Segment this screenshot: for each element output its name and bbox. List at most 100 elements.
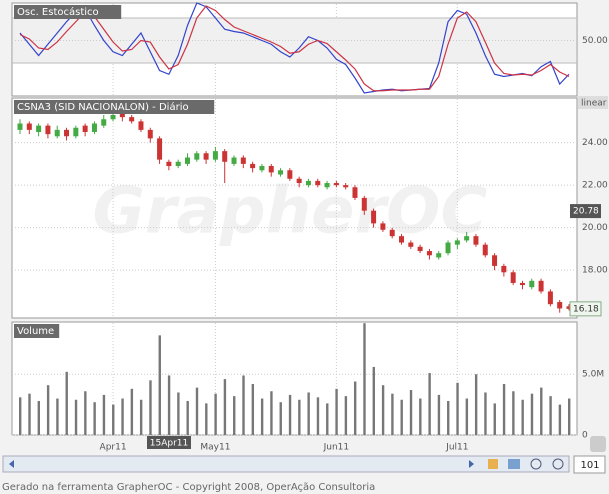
volume-bar bbox=[400, 399, 403, 435]
candle-body bbox=[278, 170, 284, 175]
candle-body bbox=[91, 123, 97, 133]
candle-body bbox=[54, 129, 60, 137]
candle-body bbox=[138, 121, 144, 130]
settings-icon[interactable] bbox=[590, 436, 606, 452]
volume-bar bbox=[195, 387, 199, 435]
panel-title-bg bbox=[14, 100, 215, 114]
volume-bar bbox=[130, 388, 134, 435]
candle-body bbox=[64, 129, 70, 137]
candle-body bbox=[482, 244, 488, 256]
x-tick-label: Apr11 bbox=[100, 443, 127, 453]
zoom-in[interactable] bbox=[552, 458, 564, 470]
candle-body bbox=[194, 153, 200, 160]
volume-bar bbox=[158, 335, 161, 435]
volume-bar bbox=[549, 396, 552, 435]
candle-body bbox=[408, 242, 414, 247]
y-tick-label: 5.0M bbox=[582, 370, 604, 380]
volume-bar bbox=[521, 399, 524, 435]
candle-body bbox=[222, 151, 228, 162]
candle-body bbox=[17, 123, 23, 130]
cursor-date-bg bbox=[147, 436, 191, 449]
volume-bar bbox=[447, 400, 450, 435]
volume-bar bbox=[456, 382, 459, 435]
volume-bar bbox=[363, 323, 366, 435]
scrollbar[interactable] bbox=[2, 455, 570, 473]
x-tick-label: Jul11 bbox=[445, 443, 468, 453]
cursor-date: 15Apr11 bbox=[150, 439, 188, 449]
scale-label: linear bbox=[581, 99, 607, 109]
candle-body bbox=[389, 229, 395, 237]
y-tick-label: 0 bbox=[582, 431, 588, 441]
volume-bar bbox=[298, 399, 301, 435]
volume-bar bbox=[353, 381, 357, 435]
candle-body bbox=[352, 187, 358, 198]
volume-bar bbox=[186, 400, 189, 435]
volume-bar bbox=[251, 383, 255, 435]
x-tick-label: May11 bbox=[200, 443, 230, 453]
volume-bar bbox=[474, 374, 478, 435]
volume-bar bbox=[316, 397, 320, 435]
volume-bar bbox=[335, 388, 338, 435]
candle-body bbox=[157, 138, 163, 160]
volume-bar bbox=[530, 393, 534, 435]
cursor-price-bg bbox=[570, 204, 601, 219]
zoom-field[interactable] bbox=[573, 455, 606, 474]
candle-body bbox=[203, 153, 209, 160]
volume-bar bbox=[288, 394, 292, 435]
volume-bar bbox=[502, 383, 506, 435]
volume-bar bbox=[242, 375, 245, 435]
volume-bar bbox=[112, 404, 115, 435]
candle-body bbox=[119, 112, 125, 118]
stoch-line bbox=[19, 5, 570, 92]
x-tick-label: Jun11 bbox=[323, 443, 350, 453]
y-tick-label: 22.00 bbox=[582, 181, 608, 191]
volume-bar bbox=[74, 399, 78, 435]
volume-bar bbox=[93, 402, 96, 435]
candle-body bbox=[166, 161, 172, 167]
zoom-out[interactable] bbox=[530, 458, 542, 470]
panel-title-bg bbox=[14, 324, 60, 338]
volume-bar bbox=[344, 396, 348, 435]
candle-body bbox=[436, 253, 442, 258]
volume-bar bbox=[279, 402, 282, 435]
volume-bar bbox=[56, 398, 59, 435]
candle-body bbox=[529, 280, 535, 288]
panel-title: CSNA3 (SID NACIONALON) - Diário bbox=[17, 101, 189, 113]
panel-title: Osc. Estocástico bbox=[17, 6, 99, 18]
tool-icon[interactable] bbox=[508, 459, 520, 469]
candle-body bbox=[557, 302, 563, 309]
volume-bar bbox=[270, 391, 273, 435]
candle-body bbox=[324, 183, 330, 188]
volume-bar bbox=[568, 398, 571, 435]
candle-body bbox=[473, 236, 479, 245]
volume-bar bbox=[223, 379, 227, 435]
volume-bar bbox=[84, 391, 87, 435]
volume-bar bbox=[484, 392, 487, 435]
tool-icon[interactable] bbox=[488, 459, 498, 469]
scroll-left[interactable] bbox=[9, 460, 14, 468]
candle-body bbox=[147, 129, 153, 139]
volume-bar bbox=[65, 371, 68, 435]
candle-body bbox=[464, 236, 470, 241]
panel-title: Volume bbox=[17, 326, 54, 337]
volume-bar bbox=[437, 394, 441, 435]
candle-body bbox=[417, 246, 423, 252]
volume-bar bbox=[540, 387, 543, 435]
volume-bar bbox=[419, 398, 422, 435]
candle-body bbox=[426, 251, 432, 256]
candle-body bbox=[45, 125, 51, 135]
last-price-bg bbox=[569, 301, 602, 317]
scroll-right[interactable] bbox=[469, 460, 474, 468]
candle-body bbox=[510, 272, 516, 283]
scale-button[interactable] bbox=[578, 96, 608, 109]
y-tick-label: 20.00 bbox=[582, 223, 608, 233]
candle-body bbox=[129, 117, 135, 122]
volume-bar bbox=[391, 393, 394, 435]
candle-body bbox=[101, 119, 107, 126]
y-tick-label: 18.00 bbox=[582, 266, 608, 276]
candle-body bbox=[212, 151, 218, 160]
candle-body bbox=[250, 163, 256, 169]
volume-bar bbox=[409, 390, 413, 435]
y-tick-label: 24.00 bbox=[582, 138, 608, 148]
